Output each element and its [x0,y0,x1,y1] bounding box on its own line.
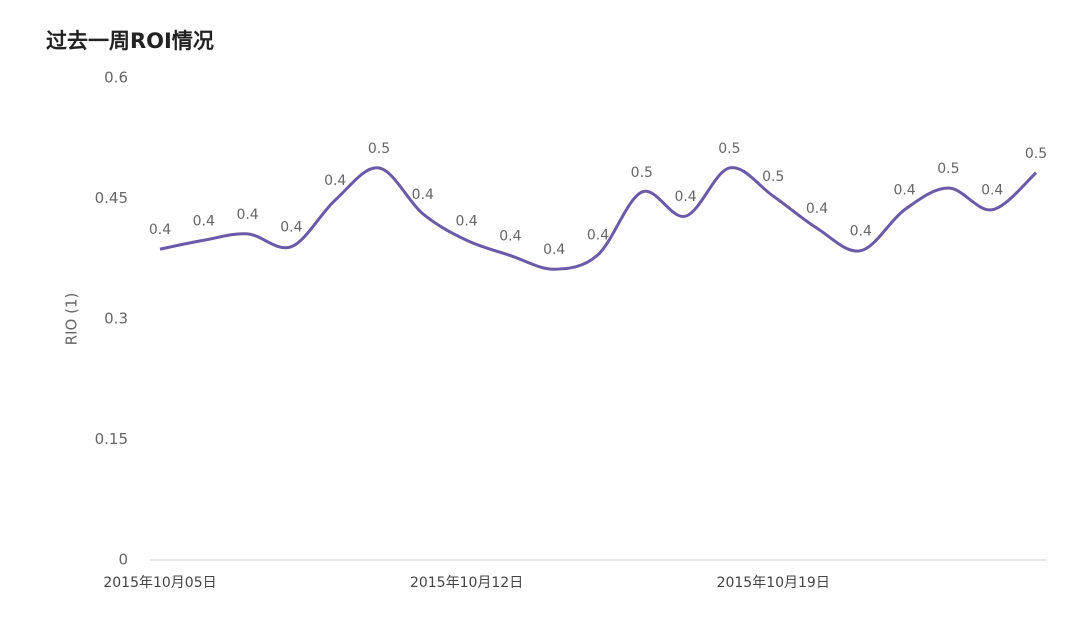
data-label: 0.4 [236,207,258,223]
data-label: 0.4 [587,228,609,244]
data-label: 0.4 [981,183,1003,199]
x-tick-label: 2015年10月19日 [717,575,830,591]
y-axis-label: RIO (1) [63,293,81,346]
y-tick-label: 0.45 [95,189,128,207]
data-label: 0.5 [937,161,959,177]
x-tick-label: 2015年10月05日 [103,575,216,591]
data-label: 0.4 [806,201,828,217]
data-label: 0.5 [718,141,740,157]
y-tick-label: 0 [118,551,128,569]
data-label: 0.4 [893,183,915,199]
chart-title: 过去一周ROI情况 [46,29,214,53]
data-label: 0.4 [543,242,565,258]
data-label: 0.4 [324,173,346,189]
data-label: 0.4 [499,229,521,245]
data-label: 0.4 [280,220,302,236]
y-tick-label: 0.3 [104,310,128,328]
data-label: 0.4 [149,222,171,238]
data-label: 0.4 [412,187,434,203]
y-tick-label: 0.15 [95,430,128,448]
x-tick-label: 2015年10月12日 [410,575,523,591]
line [159,166,1038,271]
data-label: 0.5 [1025,146,1047,162]
data-label: 0.5 [368,141,390,157]
data-label: 0.5 [631,165,653,181]
data-label: 0.4 [455,213,477,229]
data-label: 0.5 [762,169,784,185]
data-label: 0.4 [193,213,215,229]
data-label: 0.4 [674,189,696,205]
data-label: 0.4 [850,224,872,240]
y-tick-label: 0.6 [104,69,128,87]
